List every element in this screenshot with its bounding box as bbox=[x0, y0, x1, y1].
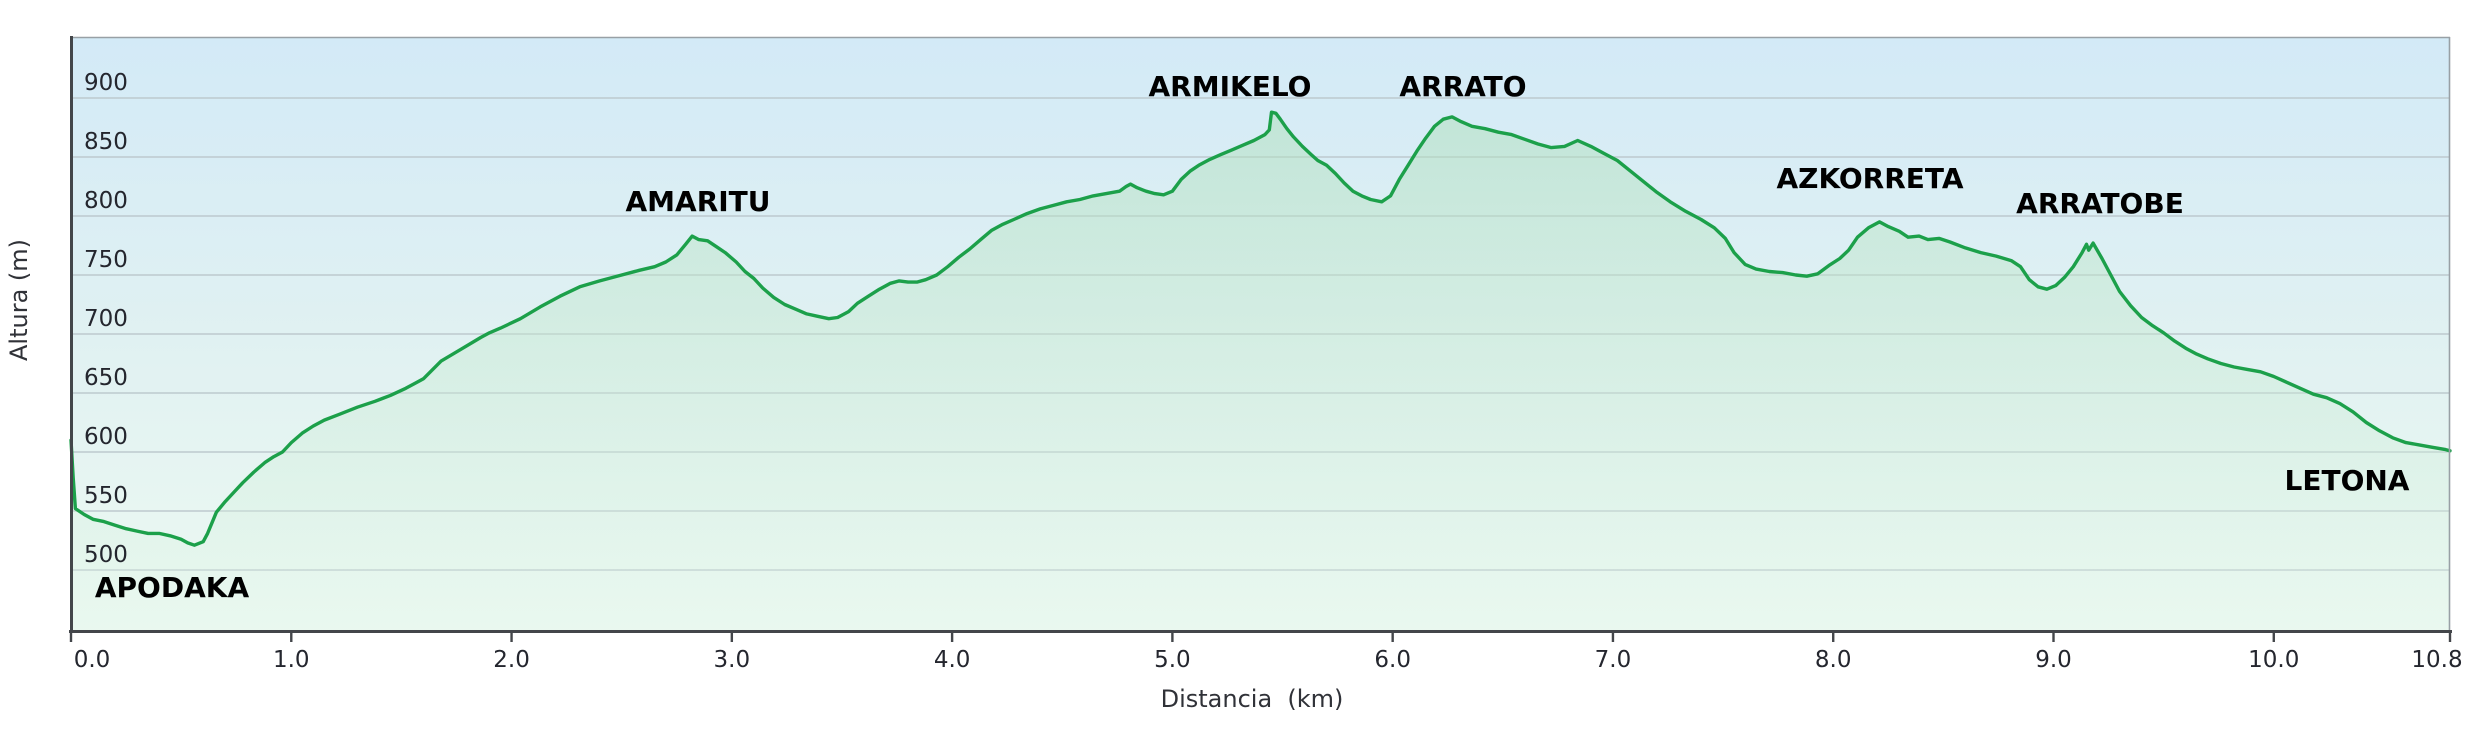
y-tick-label-500: 500 bbox=[84, 542, 128, 568]
y-tick-label-700: 700 bbox=[84, 306, 128, 332]
y-tick-label-650: 650 bbox=[84, 365, 128, 391]
x-axis-title: Distancia (km) bbox=[1161, 685, 1344, 713]
x-tick-label-5.0: 5.0 bbox=[1154, 647, 1191, 673]
station-label-amaritu: AMARITU bbox=[625, 185, 770, 218]
x-tick-label-1.0: 1.0 bbox=[273, 647, 310, 673]
x-tick-label-4.0: 4.0 bbox=[934, 647, 971, 673]
y-tick-label-900: 900 bbox=[84, 70, 128, 96]
y-tick-label-800: 800 bbox=[84, 188, 128, 214]
y-tick-label-550: 550 bbox=[84, 483, 128, 509]
x-tick-label-8.0: 8.0 bbox=[1815, 647, 1852, 673]
y-tick-label-750: 750 bbox=[84, 247, 128, 273]
y-axis-title: Altura (m) bbox=[5, 239, 33, 361]
station-label-arrato: ARRATO bbox=[1399, 70, 1526, 103]
station-label-azkorreta: AZKORRETA bbox=[1776, 162, 1963, 195]
x-tick-label-2.0: 2.0 bbox=[493, 647, 530, 673]
x-tick-label-10.0: 10.0 bbox=[2248, 647, 2299, 673]
x-tick-label-7.0: 7.0 bbox=[1595, 647, 1632, 673]
x-tick-label-9.0: 9.0 bbox=[2035, 647, 2072, 673]
station-label-arratobe: ARRATOBE bbox=[2016, 187, 2184, 220]
y-tick-label-600: 600 bbox=[84, 424, 128, 450]
y-tick-label-850: 850 bbox=[84, 129, 128, 155]
station-label-letona: LETONA bbox=[2285, 464, 2410, 497]
station-label-armikelo: ARMIKELO bbox=[1149, 70, 1312, 103]
x-tick-label-6.0: 6.0 bbox=[1374, 647, 1411, 673]
elevation-line bbox=[69, 110, 2452, 547]
x-tick-label-10.8: 10.8 bbox=[2411, 647, 2462, 673]
x-tick-label-3.0: 3.0 bbox=[714, 647, 751, 673]
station-label-apodaka: APODAKA bbox=[95, 571, 250, 604]
x-tick-label-0.0: 0.0 bbox=[74, 647, 111, 673]
